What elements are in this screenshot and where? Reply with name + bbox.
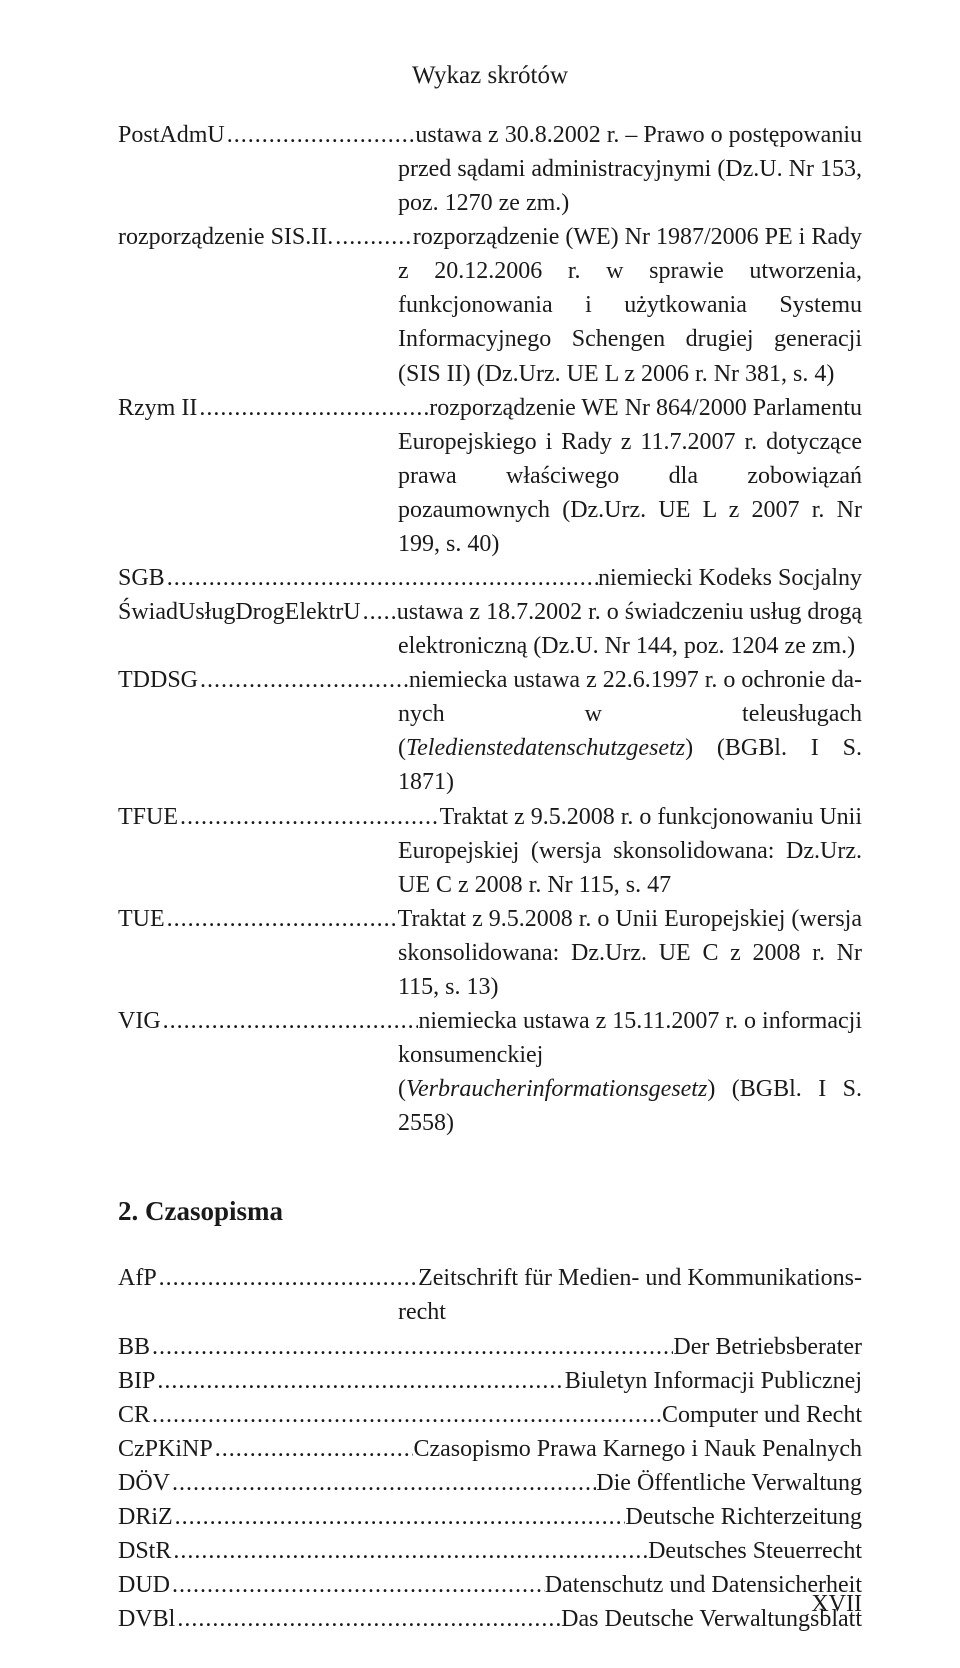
abbrev-term: DStR	[118, 1534, 171, 1568]
abbrev-term: DRiZ	[118, 1500, 173, 1534]
abbrev-term: DVBl	[118, 1602, 175, 1636]
abbrev-term: CzPKiNP	[118, 1432, 213, 1466]
dot-leader: ........................................…	[170, 1466, 596, 1500]
abbrev-row: Rzym II.................................…	[118, 391, 862, 425]
dot-leader: ........................................…	[157, 1261, 418, 1295]
abbrev-def-first: rozporządzenie WE Nr 864/2000 Parlamentu	[429, 391, 862, 425]
abbrev-term: DUD	[118, 1568, 170, 1602]
abbrev-def-first: ustawa z 18.7.2002 r. o świadczeniu usłu…	[397, 595, 862, 629]
abbrev-term: TUE	[118, 902, 165, 936]
abbrev-def-first: Der Betriebsberater	[673, 1330, 862, 1364]
dot-leader: ........................................…	[173, 1500, 626, 1534]
abbrev-row: DÖV.....................................…	[118, 1466, 862, 1500]
page-number: XVII	[811, 1591, 862, 1618]
abbrev-def-first: niemiecki Kodeks Socjalny	[598, 561, 862, 595]
abbrev-def-rest: przed sądami administracyjnymi (Dz.U. Nr…	[118, 152, 862, 220]
abbrev-term: CR	[118, 1398, 150, 1432]
dot-leader: ........................................…	[165, 902, 398, 936]
dot-leader: ........................................…	[178, 800, 440, 834]
dot-leader: ........................................…	[175, 1602, 561, 1636]
dot-leader: ........................................…	[333, 220, 413, 254]
abbrev-row: DVBl....................................…	[118, 1602, 862, 1636]
abbrev-def-first: ustawa z 30.8.2002 r. – Prawo o postępow…	[415, 118, 862, 152]
abbrev-term: DÖV	[118, 1466, 170, 1500]
abbrev-row: DRiZ....................................…	[118, 1500, 862, 1534]
abbrev-def-first: Biuletyn Informacji Publicznej	[565, 1364, 862, 1398]
abbrev-row: BIP.....................................…	[118, 1364, 862, 1398]
abbrev-def-first: Computer und Recht	[662, 1398, 862, 1432]
dot-leader: ........................................…	[165, 561, 598, 595]
dot-leader: ........................................…	[170, 1568, 545, 1602]
abbrev-def-first: Traktat z 9.5.2008 r. o Unii Europejskie…	[398, 902, 862, 936]
abbrev-row: DUD.....................................…	[118, 1568, 862, 1602]
dot-leader: ........................................…	[155, 1364, 564, 1398]
abbrev-def-rest: skonsolidowana: Dz.Urz. UE C z 2008 r. N…	[118, 936, 862, 1004]
abbrev-row: ŚwiadUsługDrogElektrU...................…	[118, 595, 862, 629]
abbrev-row: rozporządzenie SIS.II...................…	[118, 220, 862, 254]
abbrev-row: TUE.....................................…	[118, 902, 862, 936]
abbrev-row: PostAdmU................................…	[118, 118, 862, 152]
abbrev-def-rest: recht	[118, 1295, 862, 1329]
abbrev-def-rest: Europejskiej (wersja skonsolidowana: Dz.…	[118, 834, 862, 902]
page-header: Wykaz skrótów	[118, 62, 862, 90]
abbrev-def-first: Deutsches Steuerrecht	[648, 1534, 862, 1568]
abbrev-term: VIG	[118, 1004, 161, 1038]
abbrev-term: TFUE	[118, 800, 178, 834]
section-title: 2. Czasopisma	[118, 1196, 862, 1227]
abbrev-def-first: Zeitschrift für Medien- und Kommunikatio…	[418, 1261, 862, 1295]
dot-leader: ........................................…	[213, 1432, 414, 1466]
abbrev-def-first: rozporządzenie (WE) Nr 1987/2006 PE i Ra…	[413, 220, 862, 254]
abbrev-term: Rzym II	[118, 391, 197, 425]
abbrev-def-rest: nych w teleusługach (Teledienstedatensch…	[118, 697, 862, 799]
abbrev-row: BB......................................…	[118, 1330, 862, 1364]
abbrev-def-rest: konsumenckiej (Verbraucherinformationsge…	[118, 1038, 862, 1140]
abbrev-term: AfP	[118, 1261, 157, 1295]
dot-leader: ........................................…	[198, 663, 409, 697]
abbrev-term: PostAdmU	[118, 118, 225, 152]
dot-leader: ........................................…	[150, 1398, 662, 1432]
dot-leader: ........................................…	[361, 595, 397, 629]
abbreviation-list-2: AfP.....................................…	[118, 1261, 862, 1636]
abbrev-def-rest: elektroniczną (Dz.U. Nr 144, poz. 1204 z…	[118, 629, 862, 663]
abbrev-term: rozporządzenie SIS.II.	[118, 220, 333, 254]
dot-leader: ........................................…	[150, 1330, 673, 1364]
abbrev-def-rest: Europejskiego i Rady z 11.7.2007 r. doty…	[118, 425, 862, 561]
abbrev-def-first: Czasopismo Prawa Karnego i Nauk Penalnyc…	[413, 1432, 862, 1466]
abbrev-def-first: Die Öffentliche Verwaltung	[596, 1466, 862, 1500]
abbreviation-list-1: PostAdmU................................…	[118, 118, 862, 1140]
abbrev-row: CR......................................…	[118, 1398, 862, 1432]
dot-leader: ........................................…	[171, 1534, 648, 1568]
abbrev-row: VIG.....................................…	[118, 1004, 862, 1038]
abbrev-row: DStR....................................…	[118, 1534, 862, 1568]
abbrev-def-first: niemiecka ustawa z 22.6.1997 r. o ochron…	[409, 663, 862, 697]
abbrev-row: TDDSG...................................…	[118, 663, 862, 697]
abbrev-term: ŚwiadUsługDrogElektrU	[118, 595, 361, 629]
abbrev-term: SGB	[118, 561, 165, 595]
abbrev-def-first: Traktat z 9.5.2008 r. o funkcjonowaniu U…	[440, 800, 862, 834]
abbrev-def-first: Deutsche Richterzeitung	[625, 1500, 862, 1534]
abbrev-def-first: niemiecka ustawa z 15.11.2007 r. o infor…	[418, 1004, 862, 1038]
abbrev-term: BIP	[118, 1364, 155, 1398]
dot-leader: ........................................…	[225, 118, 416, 152]
dot-leader: ........................................…	[197, 391, 429, 425]
abbrev-term: BB	[118, 1330, 150, 1364]
abbrev-term: TDDSG	[118, 663, 198, 697]
abbrev-row: CzPKiNP.................................…	[118, 1432, 862, 1466]
abbrev-def-rest: z 20.12.2006 r. w sprawie utworzenia, fu…	[118, 254, 862, 390]
dot-leader: ........................................…	[161, 1004, 419, 1038]
abbrev-row: TFUE....................................…	[118, 800, 862, 834]
abbrev-row: SGB.....................................…	[118, 561, 862, 595]
abbrev-row: AfP.....................................…	[118, 1261, 862, 1295]
